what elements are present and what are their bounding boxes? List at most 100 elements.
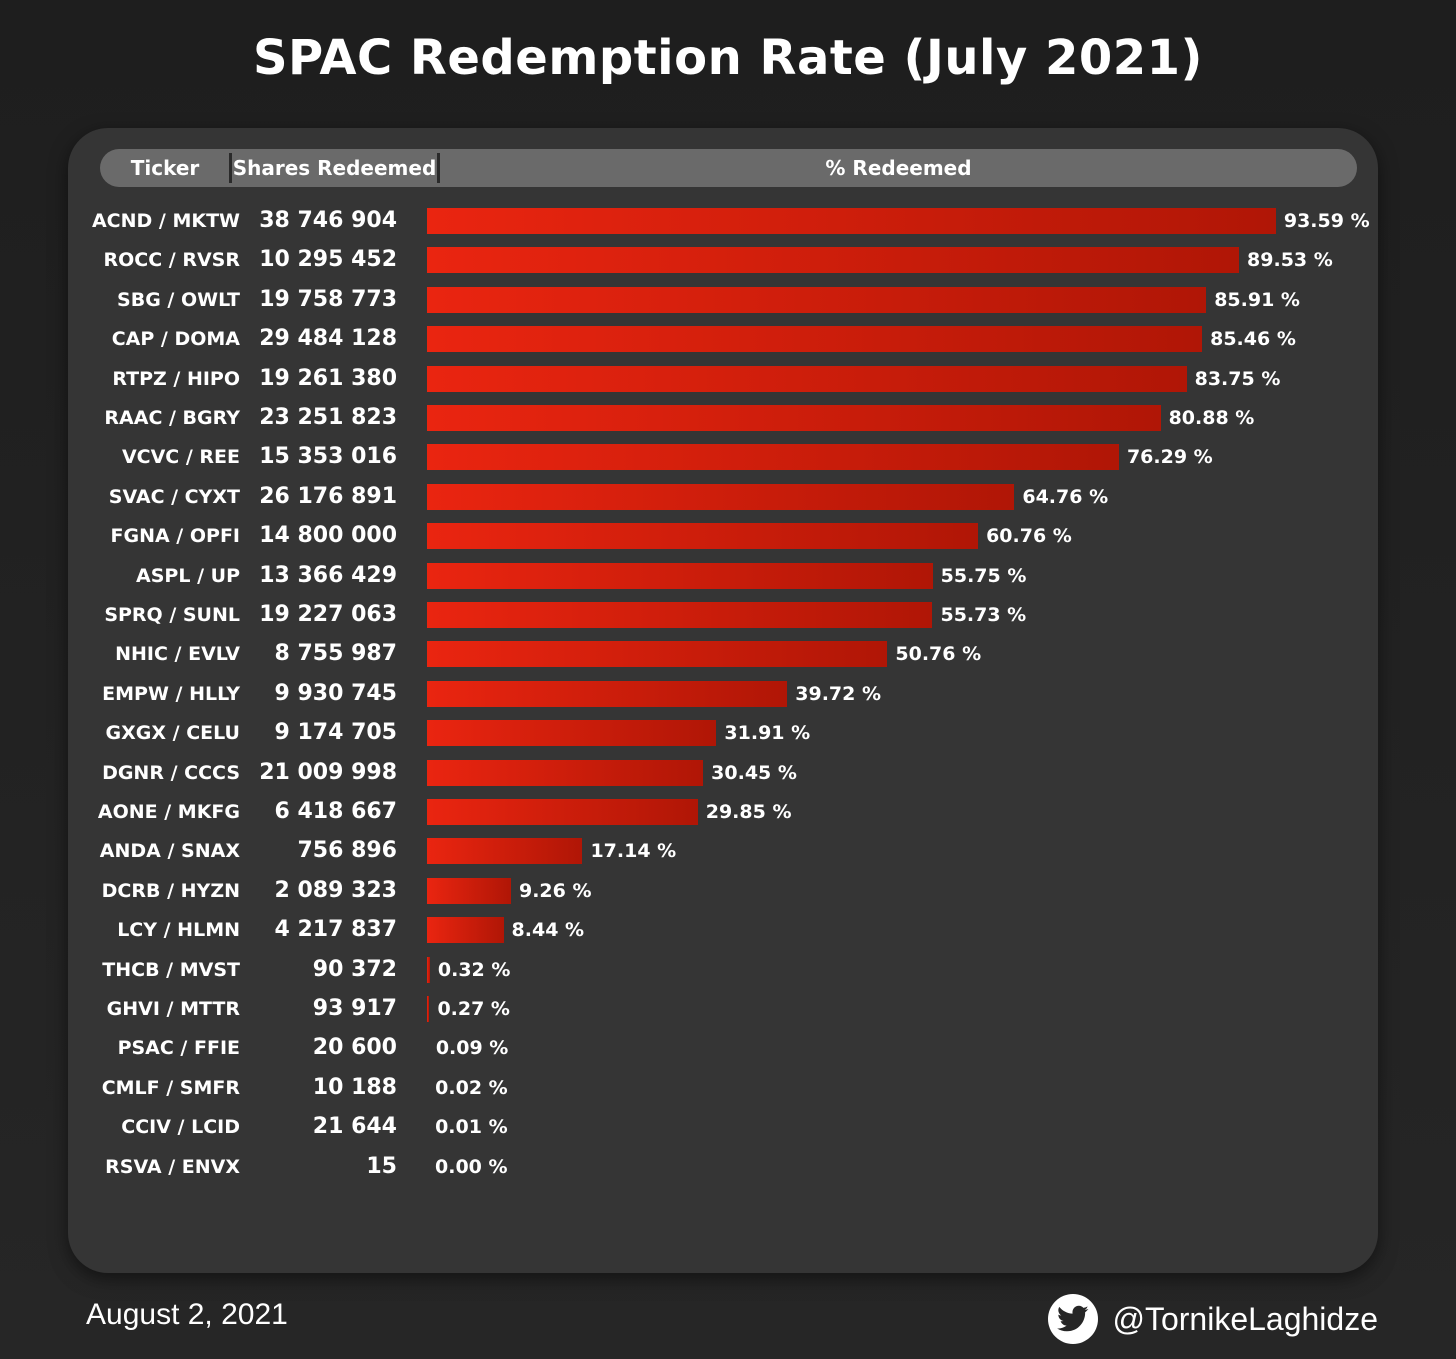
percent-label: 50.76 % — [895, 643, 982, 665]
ticker-label: ACND / MKTW — [91, 210, 240, 232]
percent-label: 9.26 % — [518, 880, 592, 902]
ticker-label: EMPW / HLLY — [102, 683, 240, 705]
twitter-handle[interactable]: @TornikeLaghidze — [1048, 1294, 1378, 1344]
shares-value: 19 758 773 — [259, 287, 397, 312]
redemption-bar — [427, 641, 888, 667]
ticker-label: THCB / MVST — [102, 959, 240, 981]
percent-label: 60.76 % — [986, 525, 1072, 547]
shares-value: 15 — [366, 1154, 397, 1179]
shares-value: 14 800 000 — [259, 523, 397, 548]
percent-label: 64.76 % — [1022, 486, 1109, 508]
ticker-label: RTPZ / HIPO — [112, 368, 240, 390]
header-shares: Shares Redeemed — [232, 156, 437, 180]
shares-value: 9 174 705 — [274, 720, 397, 745]
ticker-label: ASPL / UP — [136, 565, 240, 587]
percent-label: 85.91 % — [1214, 289, 1300, 311]
ticker-label: ROCC / RVSR — [103, 249, 241, 271]
redemption-bar — [427, 720, 717, 746]
redemption-bar — [427, 681, 788, 707]
shares-value: 13 366 429 — [259, 563, 397, 588]
redemption-bar — [427, 878, 511, 904]
shares-value: 29 484 128 — [259, 326, 397, 351]
shares-value: 38 746 904 — [259, 208, 397, 233]
redemption-bar — [427, 799, 698, 825]
ticker-label: LCY / HLMN — [117, 919, 240, 941]
ticker-label: VCVC / REE — [121, 446, 240, 468]
ticker-label: CAP / DOMA — [111, 328, 240, 350]
percent-label: 0.02 % — [435, 1077, 508, 1099]
ticker-label: SBG / OWLT — [117, 289, 240, 311]
twitter-bird-icon — [1048, 1294, 1099, 1344]
redemption-bar — [427, 523, 979, 549]
ticker-label: AONE / MKFG — [97, 801, 240, 823]
percent-label: 39.72 % — [795, 683, 882, 705]
ticker-label: SPRQ / SUNL — [104, 604, 240, 626]
percent-label: 85.46 % — [1210, 328, 1296, 350]
shares-value: 4 217 837 — [274, 917, 397, 942]
shares-value: 21 644 — [312, 1114, 397, 1139]
percent-label: 17.14 % — [590, 840, 677, 862]
redemption-bar — [427, 208, 1276, 234]
shares-value: 9 930 745 — [274, 681, 397, 706]
redemption-bar — [427, 602, 933, 628]
ticker-label: FGNA / OPFI — [110, 525, 240, 547]
header-separator — [437, 153, 440, 183]
shares-value: 93 917 — [312, 996, 397, 1021]
shares-value: 756 896 — [297, 838, 397, 863]
ticker-label: CCIV / LCID — [121, 1116, 240, 1138]
header-ticker: Ticker — [130, 156, 200, 180]
footer-date: August 2, 2021 — [86, 1298, 288, 1331]
redemption-bar — [427, 996, 430, 1022]
ticker-label: DGNR / CCCS — [102, 762, 240, 784]
percent-label: 0.09 % — [435, 1037, 509, 1059]
shares-value: 19 227 063 — [259, 602, 397, 627]
shares-value: 26 176 891 — [259, 484, 397, 509]
percent-label: 55.73 % — [940, 604, 1027, 626]
redemption-bar — [427, 760, 704, 786]
percent-label: 83.75 % — [1194, 368, 1281, 390]
percent-label: 29.85 % — [705, 801, 792, 823]
percent-label: 30.45 % — [711, 762, 797, 784]
percent-label: 89.53 % — [1247, 249, 1333, 271]
redemption-bar — [427, 247, 1240, 273]
percent-label: 55.75 % — [940, 565, 1027, 587]
header-percent: % Redeemed — [825, 156, 972, 180]
percent-label: 80.88 % — [1168, 407, 1255, 429]
percent-label: 0.00 % — [435, 1156, 508, 1178]
redemption-bar — [427, 287, 1207, 313]
shares-value: 2 089 323 — [274, 878, 397, 903]
percent-label: 8.44 % — [511, 919, 585, 941]
shares-value: 10 188 — [312, 1075, 397, 1100]
header-separator — [229, 153, 232, 183]
shares-value: 6 418 667 — [274, 799, 397, 824]
handle-text: @TornikeLaghidze — [1112, 1300, 1378, 1337]
chart-title: SPAC Redemption Rate (July 2021) — [252, 30, 1203, 86]
shares-value: 90 372 — [312, 957, 397, 982]
percent-label: 0.01 % — [435, 1116, 508, 1138]
redemption-bar — [427, 326, 1203, 352]
percent-label: 0.27 % — [437, 998, 510, 1020]
shares-value: 20 600 — [312, 1035, 397, 1060]
shares-value: 23 251 823 — [259, 405, 397, 430]
ticker-label: RSVA / ENVX — [105, 1156, 240, 1178]
shares-value: 8 755 987 — [274, 641, 397, 666]
redemption-bar — [427, 917, 504, 943]
shares-value: 21 009 998 — [259, 760, 397, 785]
ticker-label: DCRB / HYZN — [101, 880, 240, 902]
ticker-label: CMLF / SMFR — [101, 1077, 240, 1099]
table-header: Ticker Shares Redeemed % Redeemed — [100, 149, 1357, 187]
redemption-bar — [427, 484, 1015, 510]
percent-label: 76.29 % — [1126, 446, 1213, 468]
shares-value: 10 295 452 — [259, 247, 397, 272]
shares-value: 19 261 380 — [259, 366, 397, 391]
shares-value: 15 353 016 — [259, 444, 397, 469]
ticker-label: GHVI / MTTR — [106, 998, 240, 1020]
percent-label: 0.32 % — [437, 959, 511, 981]
percent-label: 31.91 % — [724, 722, 811, 744]
redemption-bar — [427, 405, 1161, 431]
ticker-label: GXGX / CELU — [105, 722, 240, 744]
ticker-label: ANDA / SNAX — [99, 840, 240, 862]
percent-label: 93.59 % — [1283, 210, 1370, 232]
redemption-bar — [427, 444, 1119, 470]
